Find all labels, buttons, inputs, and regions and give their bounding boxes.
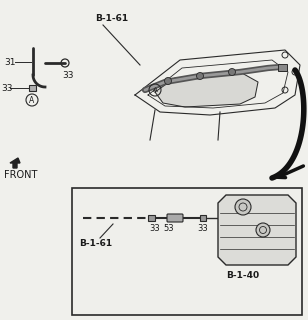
Polygon shape xyxy=(10,158,20,168)
Text: 33: 33 xyxy=(197,223,208,233)
Text: B-1-61: B-1-61 xyxy=(79,238,112,247)
Text: 31: 31 xyxy=(4,58,15,67)
Text: A: A xyxy=(153,87,157,93)
Circle shape xyxy=(229,68,236,76)
Text: 33: 33 xyxy=(149,223,160,233)
Circle shape xyxy=(235,199,251,215)
Text: B-1-61: B-1-61 xyxy=(95,13,128,22)
Text: 33: 33 xyxy=(62,70,74,79)
Bar xyxy=(278,64,287,71)
Circle shape xyxy=(197,73,204,79)
FancyBboxPatch shape xyxy=(167,214,183,222)
Bar xyxy=(29,85,36,91)
Text: B-1-40: B-1-40 xyxy=(226,270,259,279)
Circle shape xyxy=(256,223,270,237)
Bar xyxy=(72,188,302,315)
Bar xyxy=(200,215,206,221)
Text: A: A xyxy=(29,95,34,105)
Bar xyxy=(148,215,155,221)
Text: 53: 53 xyxy=(163,223,174,233)
Polygon shape xyxy=(155,72,258,107)
Circle shape xyxy=(164,77,172,84)
Text: FRONT: FRONT xyxy=(4,170,37,180)
Polygon shape xyxy=(218,195,296,265)
Text: 33: 33 xyxy=(1,84,13,92)
